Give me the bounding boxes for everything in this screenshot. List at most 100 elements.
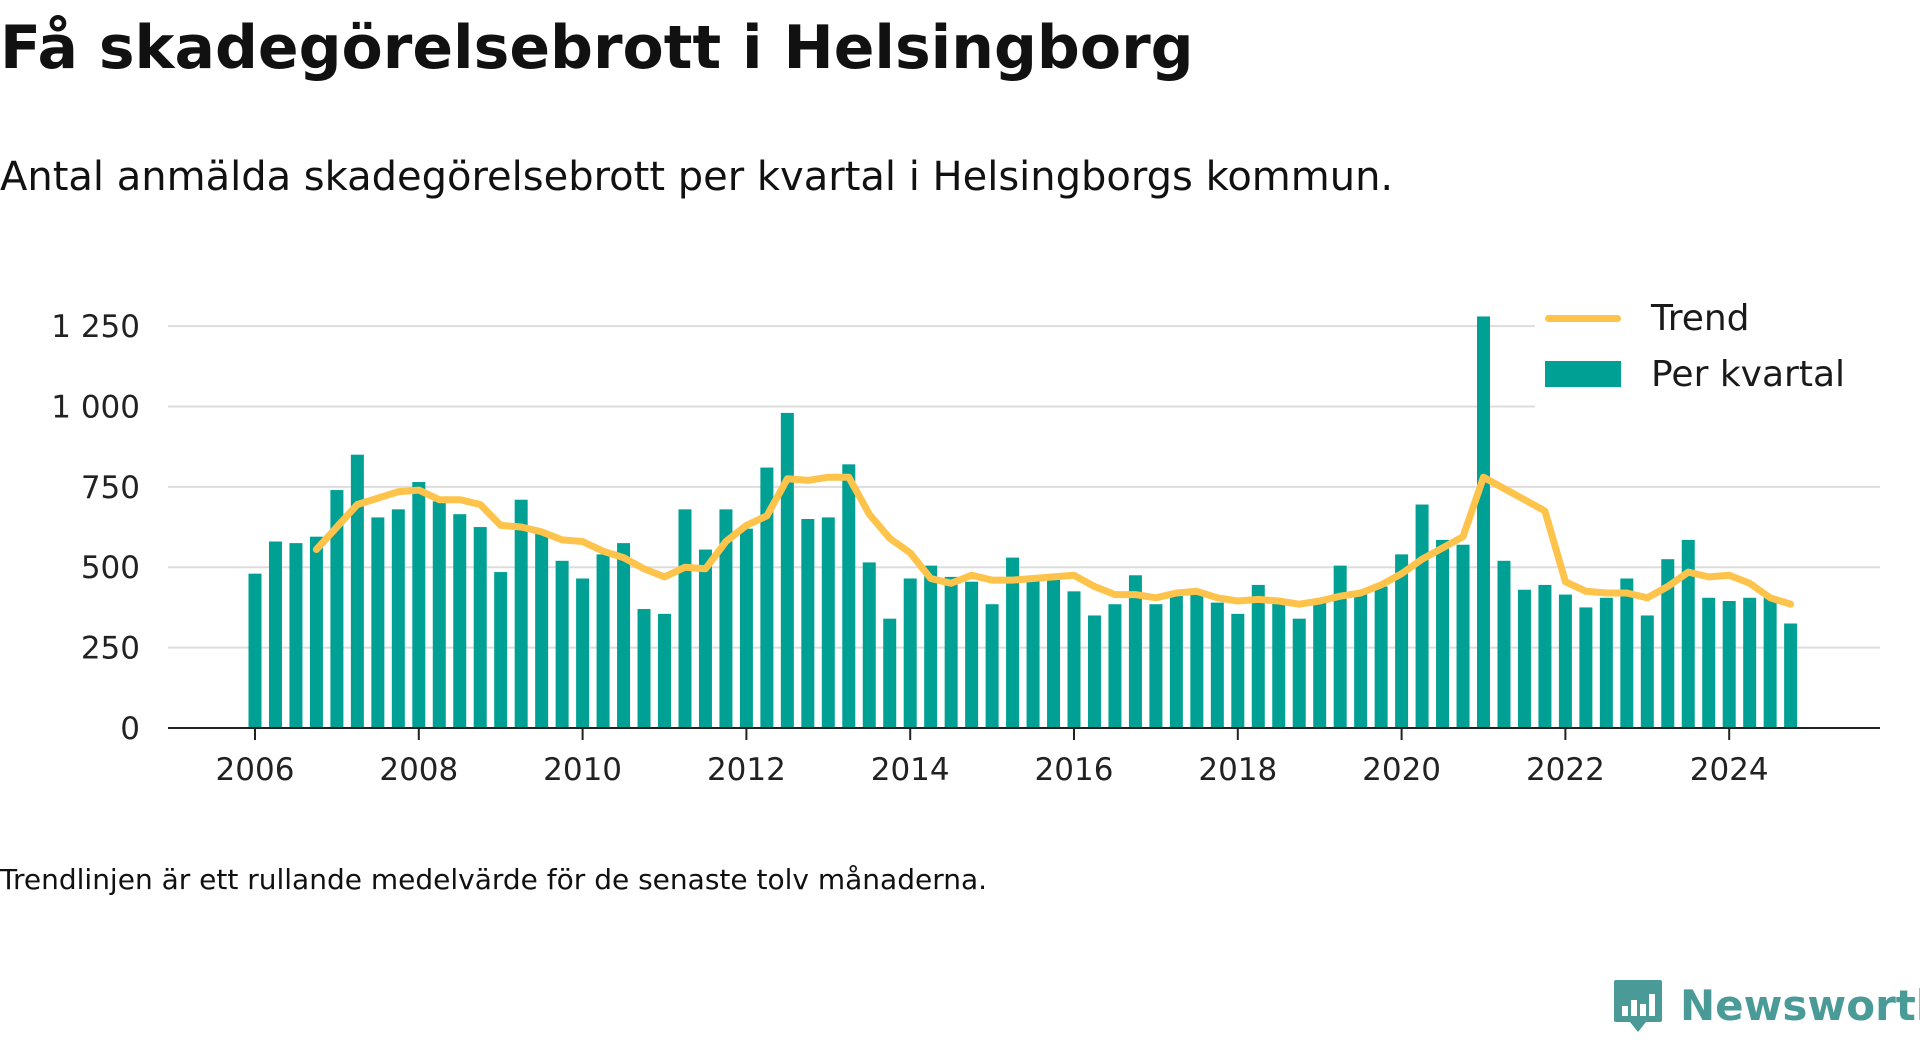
bar xyxy=(514,499,528,728)
bar xyxy=(1395,554,1409,728)
newsworthy-logo-icon xyxy=(1614,980,1662,1032)
bar xyxy=(944,576,958,728)
bar xyxy=(371,517,385,728)
bar xyxy=(1272,602,1286,728)
legend-trend-swatch xyxy=(1545,314,1621,322)
bar xyxy=(1640,615,1654,728)
trend-line-group xyxy=(312,473,1795,608)
bar xyxy=(1620,578,1634,728)
bar xyxy=(965,581,979,728)
bar xyxy=(1210,602,1224,728)
bar xyxy=(576,578,590,728)
bar xyxy=(412,482,426,728)
bar xyxy=(1333,565,1347,728)
bar xyxy=(1579,607,1593,728)
x-tick-label: 2016 xyxy=(1035,752,1114,788)
bars xyxy=(248,316,1798,728)
bar xyxy=(494,572,508,728)
bar xyxy=(698,549,712,728)
bar xyxy=(1722,600,1736,728)
brand-name: Newsworthy xyxy=(1680,981,1920,1030)
y-tick-label: 1 250 xyxy=(51,309,140,345)
bar xyxy=(596,554,610,728)
bar xyxy=(1006,557,1020,728)
bar xyxy=(1477,316,1490,728)
y-tick-label: 0 xyxy=(120,711,140,747)
bar xyxy=(1108,604,1122,728)
bar xyxy=(453,514,467,728)
bar xyxy=(1190,591,1204,728)
x-tick-label: 2008 xyxy=(379,752,458,788)
bar xyxy=(985,604,999,728)
bar xyxy=(1149,604,1163,728)
bar xyxy=(350,454,364,728)
legend-item-per-kvartal: Per kvartal xyxy=(1545,350,1845,398)
x-tick-label: 2012 xyxy=(707,752,786,788)
bar xyxy=(1087,615,1101,728)
bar xyxy=(309,536,323,728)
bar xyxy=(1251,584,1265,728)
bar xyxy=(391,509,405,728)
bar xyxy=(1026,576,1040,728)
bar xyxy=(1047,576,1061,728)
bar xyxy=(739,528,753,728)
y-tick-label: 500 xyxy=(81,550,140,586)
bar xyxy=(1681,539,1695,728)
bar xyxy=(780,412,794,728)
bar xyxy=(330,490,344,728)
bar xyxy=(1456,544,1470,728)
bar xyxy=(1661,559,1675,728)
chart-title: Få skadegörelsebrott i Helsingborg xyxy=(0,13,1194,83)
bar xyxy=(1497,560,1511,728)
bar xyxy=(862,562,876,728)
y-tick-label: 750 xyxy=(81,470,140,506)
bar xyxy=(658,613,671,728)
bar xyxy=(637,609,651,728)
bar xyxy=(1436,539,1450,728)
legend: Trend Per kvartal xyxy=(1535,290,1880,408)
bar xyxy=(1538,584,1552,728)
bar xyxy=(801,519,815,728)
bar xyxy=(248,573,262,728)
bar xyxy=(1517,589,1531,728)
bar xyxy=(268,541,282,728)
bar xyxy=(1231,613,1245,728)
bar xyxy=(535,531,549,728)
bar xyxy=(842,464,856,728)
bar xyxy=(1313,600,1327,728)
bar xyxy=(924,565,938,728)
x-tick-label: 2020 xyxy=(1362,752,1441,788)
y-tick-label: 250 xyxy=(81,631,140,667)
bar xyxy=(1784,623,1798,728)
bar xyxy=(883,618,897,728)
bar xyxy=(1702,597,1716,728)
bar xyxy=(432,501,446,728)
brand[interactable]: Newsworthy xyxy=(1612,978,1920,1034)
x-tick-label: 2010 xyxy=(543,752,622,788)
axes: 0 250 500 750 1 000 1 250 2006 2008 2010 2012 2014… xyxy=(51,309,1880,788)
bar xyxy=(555,560,569,728)
legend-bars-label: Per kvartal xyxy=(1651,353,1846,395)
legend-trend-label: Trend xyxy=(1651,297,1750,339)
bar xyxy=(719,509,733,728)
bar xyxy=(1374,586,1388,728)
bar xyxy=(821,517,835,728)
legend-bars-swatch xyxy=(1545,361,1621,387)
bar xyxy=(1354,592,1368,728)
bar xyxy=(1558,594,1572,728)
trend-line xyxy=(312,473,1795,608)
bar xyxy=(1599,597,1613,728)
bar xyxy=(1415,504,1429,728)
x-tick-label: 2022 xyxy=(1526,752,1605,788)
x-tick-label: 2018 xyxy=(1198,752,1277,788)
bar xyxy=(1743,597,1757,728)
bar xyxy=(1169,592,1183,728)
bar xyxy=(289,543,303,728)
footnote: Trendlinjen är ett rullande medelvärde f… xyxy=(0,863,988,896)
chart-svg: 0 250 500 750 1 000 1 250 2006 2008 2010 2012 2014… xyxy=(51,309,1880,788)
bar xyxy=(903,578,917,728)
bar xyxy=(1292,618,1306,728)
legend-item-trend: Trend xyxy=(1545,294,1750,342)
x-tick-label: 2006 xyxy=(216,752,295,788)
bar xyxy=(1067,591,1081,728)
